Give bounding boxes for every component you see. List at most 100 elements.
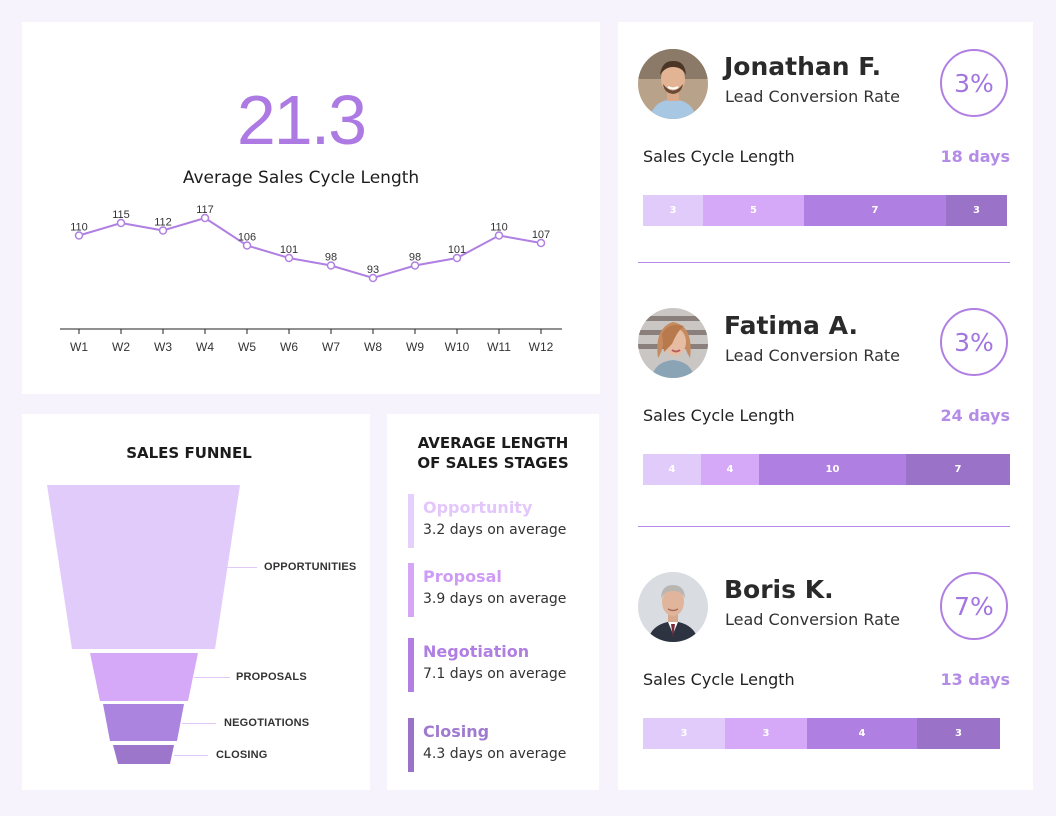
x-tick-label: W6 [280,340,298,354]
x-tick-label: W2 [112,340,130,354]
cycle-length-label: Sales Cycle Length [643,147,795,166]
data-label: 110 [490,222,508,234]
segment-opportunity: 3 [643,195,703,226]
x-tick-label: W9 [406,340,424,354]
funnel-segment-opportunities [47,485,240,649]
data-point [284,253,294,263]
segment-opportunity: 4 [643,454,701,485]
data-label: 107 [532,229,550,241]
stage-desc-proposal: 3.9 days on average [423,591,567,607]
avatar [638,572,708,642]
segment-negotiation: 7 [804,195,946,226]
data-label: 98 [409,252,421,264]
funnel-label-proposals: PROPOSALS [236,671,307,683]
funnel-segment-negotiations [103,704,184,741]
funnel-segment-closing [113,745,174,764]
stage-bar-negotiation [408,638,414,692]
series-line [78,216,542,280]
avatar [638,308,708,378]
x-tick-label: W11 [487,340,511,354]
avatar-boris-icon [638,572,708,642]
data-point [494,231,504,240]
stage-bar-closing [408,718,414,772]
funnel-leader-closing [174,755,208,756]
stage-desc-opportunity: 3.2 days on average [423,522,567,538]
data-label: 115 [112,209,130,221]
funnel-label-closing: CLOSING [216,749,268,761]
cycle-length-value: 18 days [940,147,1010,166]
conversion-rate-badge: 3% [940,308,1008,376]
stage-name-opportunity: Opportunity [423,498,533,517]
x-tick-label: W4 [196,340,214,354]
rep-jonathan: Jonathan F. Lead Conversion Rate 3% Sale… [618,49,1033,279]
funnel-label-opportunities: OPPORTUNITIES [264,561,357,573]
segment-closing: 7 [906,454,1010,485]
rep-name: Fatima A. [724,311,858,340]
rep-fatima: Fatima A. Lead Conversion Rate 3% Sales … [618,308,1033,538]
data-point [158,226,168,235]
data-label: 112 [154,217,172,229]
data-point [326,261,336,270]
sales-cycle-label: Average Sales Cycle Length [182,168,420,188]
x-tick-label: W8 [364,340,382,354]
x-tick-label: W10 [445,340,470,354]
data-label: 93 [367,264,379,276]
funnel-label-negotiations: NEGOTIATIONS [224,717,310,729]
cycle-length-value: 13 days [940,670,1010,689]
data-label: 101 [448,244,466,256]
data-point [368,273,378,283]
funnel-leader-proposals [194,677,230,678]
stages-title-line-1: AVERAGE LENGTH [417,434,569,452]
funnel-graphic [47,485,240,764]
x-tick-label: W5 [238,340,256,354]
data-label: 101 [280,244,298,256]
data-point [74,231,84,240]
data-label: 110 [70,222,88,234]
data-label: 98 [325,252,337,264]
segment-proposal: 5 [703,195,804,226]
rep-divider [638,526,1010,527]
x-tick-label: W1 [70,340,88,354]
segment-closing: 3 [946,195,1007,226]
segment-negotiation: 4 [807,718,917,749]
x-tick-label: W12 [529,340,554,354]
data-point [536,238,546,248]
stage-breakdown-bar: 3 3 4 3 [643,718,1000,749]
segment-closing: 3 [917,718,1000,749]
rep-boris: Boris K. Lead Conversion Rate 7% Sales C… [618,572,1033,802]
sales-stages-card: AVERAGE LENGTH OF SALES STAGES Opportuni… [387,414,599,790]
segment-opportunity: 3 [643,718,725,749]
rep-metric-label: Lead Conversion Rate [725,87,900,106]
stages-title-line-2: OF SALES STAGES [417,454,569,472]
funnel-title: SALES FUNNEL [126,444,252,462]
segment-proposal: 4 [701,454,759,485]
funnel-leader-opportunities [221,567,257,568]
conversion-rate-badge: 3% [940,49,1008,117]
data-point [116,218,126,228]
sales-reps-card: Jonathan F. Lead Conversion Rate 3% Sale… [618,22,1033,790]
stage-bar-proposal [408,563,414,617]
rep-divider [638,262,1010,263]
stage-breakdown-bar: 4 4 10 7 [643,454,1010,485]
segment-proposal: 3 [725,718,807,749]
data-point [200,213,210,223]
funnel-segment-proposals [90,653,198,701]
rep-name: Boris K. [724,575,834,604]
data-label: 106 [238,232,256,244]
segment-negotiation: 10 [759,454,906,485]
x-tick-label: W7 [322,340,340,354]
cycle-length-label: Sales Cycle Length [643,670,795,689]
rep-metric-label: Lead Conversion Rate [725,346,900,365]
stage-breakdown-bar: 3 5 7 3 [643,195,1007,226]
stage-name-proposal: Proposal [423,567,502,586]
cycle-length-value: 24 days [940,406,1010,425]
sales-funnel-card: SALES FUNNEL OPPORTUNITIES PROPOSALS NEG… [22,414,370,790]
conversion-rate-badge: 7% [940,572,1008,640]
sales-cycle-value: 21.3 [236,81,367,159]
rep-metric-label: Lead Conversion Rate [725,610,900,629]
stage-bar-opportunity [408,494,414,548]
sales-cycle-card: 21.3 Average Sales Cycle Length W1 110 W2 1… [22,22,600,394]
data-label: 117 [196,204,214,216]
stage-desc-negotiation: 7.1 days on average [423,666,567,682]
data-point [410,261,420,270]
